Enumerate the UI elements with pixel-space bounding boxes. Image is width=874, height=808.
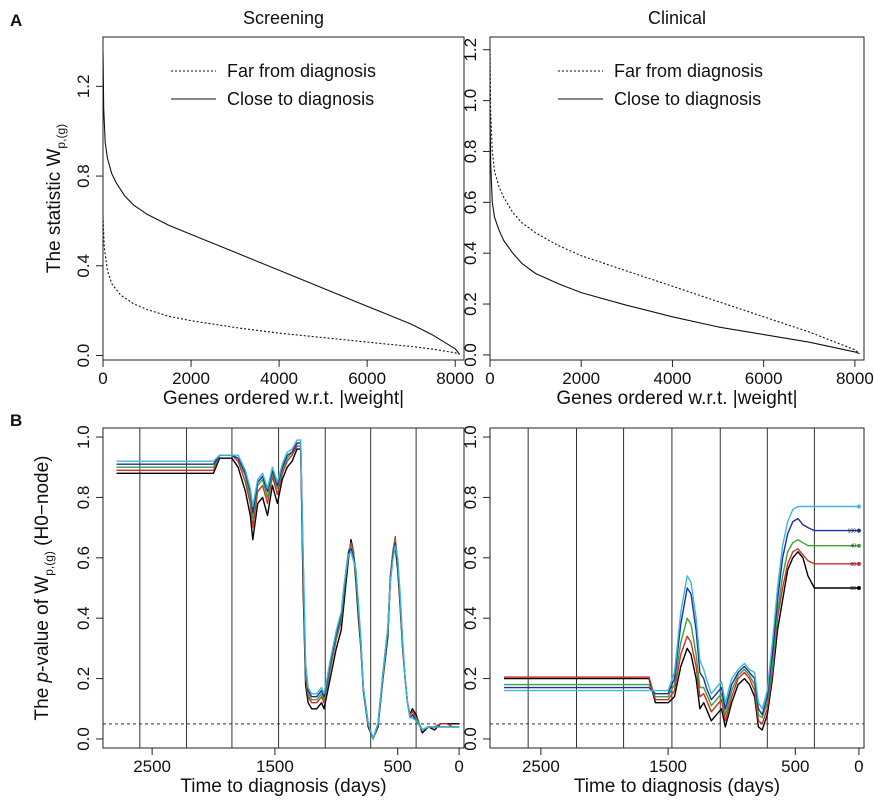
- x-axis-label: Time to diagnosis (days): [180, 776, 386, 797]
- y-tick-label: 0.0: [74, 344, 93, 368]
- series-group: [116, 439, 460, 740]
- x-tick-label: 0: [485, 369, 494, 388]
- chart-B-screening: 2500 1500 500 0 0.0 0.2 0.4 0.6 0.8 1.0 Time to di…: [32, 425, 465, 797]
- series-line-0: [103, 216, 460, 355]
- y-tick-label: 0.4: [74, 606, 93, 630]
- chart-B-clinical: 80 60 40 100 2500 1500 500 0 0.0 0.2 0.4 0.6 0.8 1.0 T…: [461, 425, 865, 797]
- y-tick-label: 0.8: [461, 486, 480, 510]
- y-tick-label: 1.2: [74, 75, 93, 99]
- series-end-label: 80: [850, 586, 856, 592]
- y-tick-label: 0.6: [461, 190, 480, 214]
- y-tick-label: 1.0: [74, 425, 93, 449]
- series-line-4: [116, 439, 460, 740]
- series-end-label: 60: [850, 562, 856, 568]
- series-end-marker: [856, 528, 861, 533]
- series-end-label: 100: [848, 529, 857, 535]
- series-group: [490, 49, 860, 355]
- plot-frame: [489, 427, 865, 749]
- x-tick-label: 1500: [256, 757, 294, 776]
- x-axis-label: Genes ordered w.r.t. |weight|: [556, 388, 797, 409]
- series-line-3: [504, 517, 859, 716]
- y-tick-label: 0.8: [461, 140, 480, 164]
- y-tick-label: 1.0: [461, 89, 480, 113]
- y-axis-label: The statistic Wp,(g): [44, 124, 68, 273]
- y-axis-label: The p-value of Wp,(g) (H0−node): [32, 456, 56, 721]
- plot-frame: [102, 427, 465, 749]
- x-tick-label: 6000: [348, 369, 386, 388]
- y-tick-label: 0.8: [74, 486, 93, 510]
- series-end-marker: [856, 504, 861, 509]
- y-tick-label: 1.2: [461, 38, 480, 62]
- x-axis-label: Time to diagnosis (days): [574, 776, 780, 797]
- plot-frame: [102, 36, 465, 361]
- x-tick-label: 0: [454, 757, 463, 776]
- y-tick-label: 0.2: [461, 667, 480, 691]
- x-tick-label: 500: [384, 757, 412, 776]
- y-tick-label: 0.4: [461, 606, 480, 630]
- series-group: [504, 505, 859, 731]
- series-end-marker: [856, 586, 861, 590]
- series-line-1: [103, 52, 461, 355]
- x-tick-label: 2500: [133, 757, 171, 776]
- legend-label: Close to diagnosis: [227, 89, 374, 109]
- series-line-1: [116, 445, 460, 740]
- panel-letter-a: A: [10, 11, 22, 30]
- series-line-4: [504, 505, 859, 710]
- panel-letter-b: B: [10, 411, 22, 430]
- y-tick-label: 0.4: [74, 254, 93, 278]
- series-line-1: [504, 548, 859, 725]
- x-tick-label: 8000: [836, 369, 874, 388]
- series-line-0: [490, 49, 860, 355]
- legend-label: Far from diagnosis: [614, 61, 763, 81]
- x-axis-label: Genes ordered w.r.t. |weight|: [163, 388, 404, 409]
- legend-label: Close to diagnosis: [614, 89, 761, 109]
- series-line-1: [490, 110, 860, 355]
- x-tick-label: 8000: [436, 369, 474, 388]
- chart-title: Clinical: [648, 8, 706, 28]
- series-end-marker: [856, 543, 861, 548]
- y-tick-label: 0.0: [461, 727, 480, 751]
- series-group: [103, 52, 461, 355]
- x-tick-label: 4000: [260, 369, 298, 388]
- y-tick-label: 0.0: [461, 343, 480, 367]
- series-line-0: [116, 448, 460, 740]
- series-line-2: [116, 442, 460, 740]
- series-end-marker: [856, 561, 861, 566]
- x-tick-label: 0: [98, 369, 107, 388]
- y-tick-label: 0.2: [461, 292, 480, 316]
- y-tick-label: 0.8: [74, 164, 93, 188]
- x-tick-label: 0: [854, 757, 863, 776]
- x-tick-label: 1500: [649, 757, 687, 776]
- y-tick-label: 1.0: [461, 425, 480, 449]
- plot-frame: [489, 36, 865, 361]
- y-tick-label: 0.6: [74, 546, 93, 570]
- y-tick-label: 0.0: [74, 727, 93, 751]
- y-tick-label: 0.4: [461, 241, 480, 265]
- legend-label: Far from diagnosis: [227, 61, 376, 81]
- series-line-0: [504, 551, 859, 731]
- y-tick-label: 0.2: [74, 667, 93, 691]
- x-tick-label: 4000: [654, 369, 692, 388]
- x-tick-label: 500: [781, 757, 809, 776]
- x-tick-label: 2000: [172, 369, 210, 388]
- x-tick-label: 2500: [522, 757, 560, 776]
- chart-title: Screening: [243, 8, 324, 28]
- series-line-3: [116, 442, 460, 740]
- chart-A-clinical: 0 2000 4000 6000 8000 0.0 0.2 0.4 0.6 0.8 1.0 1.2 Cl…: [461, 8, 874, 409]
- series-end-label: 40: [850, 544, 856, 550]
- y-tick-label: 0.6: [461, 546, 480, 570]
- x-tick-label: 2000: [562, 369, 600, 388]
- chart-A-screening: 0 2000 4000 6000 8000 0.0 0.4 0.8 1.2 Screening Ge…: [44, 8, 474, 409]
- x-tick-label: 6000: [745, 369, 783, 388]
- series-line-2: [504, 539, 859, 719]
